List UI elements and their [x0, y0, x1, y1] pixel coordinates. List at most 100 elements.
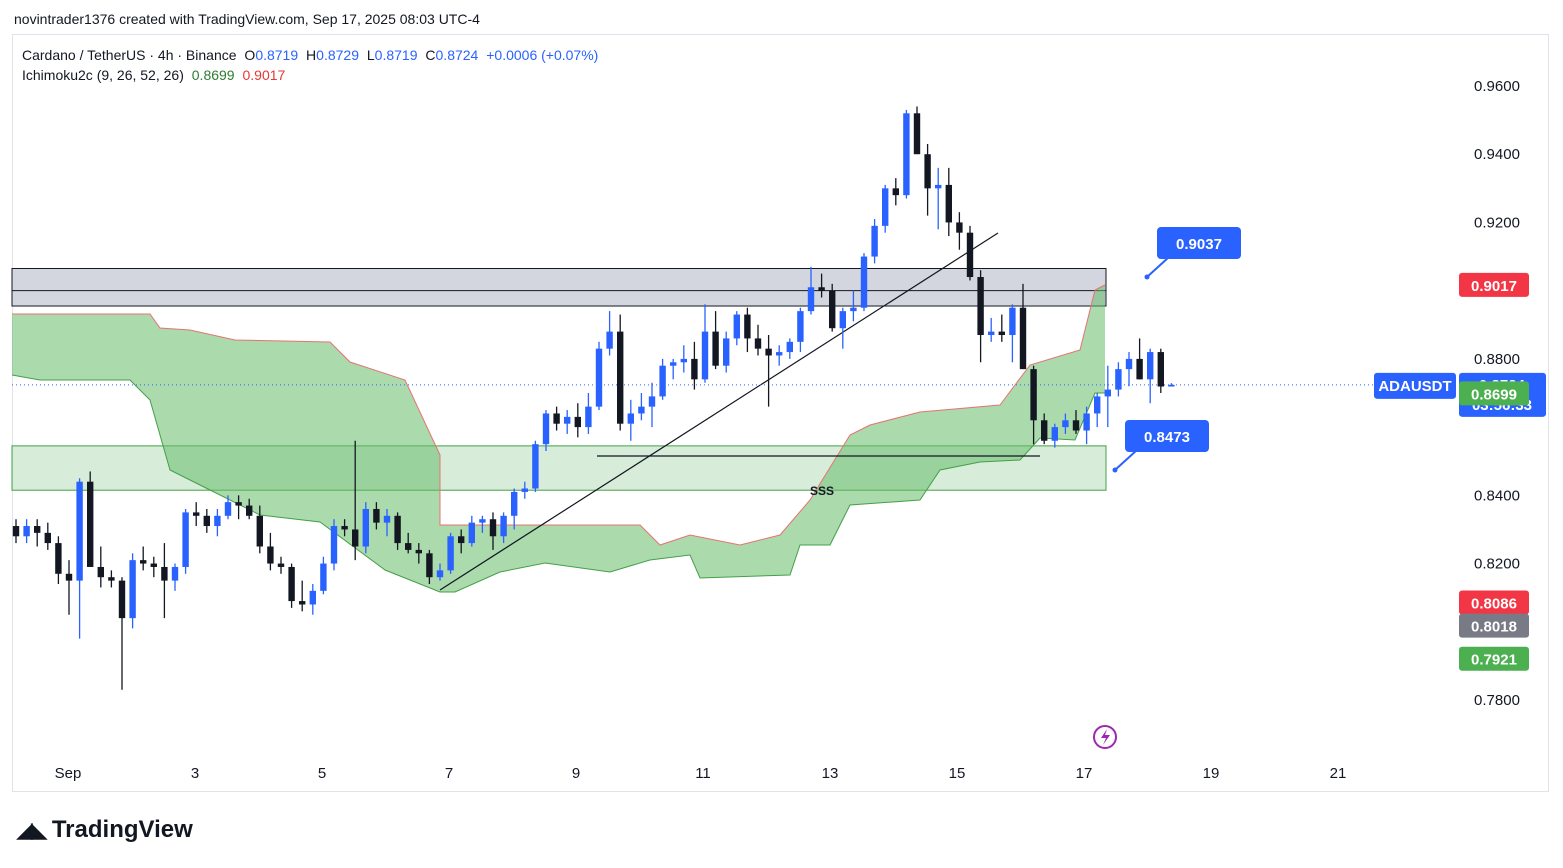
price-tag-box [1459, 613, 1529, 638]
candle [1094, 393, 1101, 428]
x-tick-label: Sep [55, 765, 82, 782]
candle-body [627, 413, 634, 424]
x-tick-label: 17 [1076, 765, 1093, 782]
candle [288, 563, 295, 608]
candle [850, 290, 857, 322]
low-value: 0.8719 [374, 47, 418, 63]
candle-body [829, 290, 836, 329]
candle-body [129, 560, 136, 619]
candle [1168, 383, 1175, 387]
chart-frame[interactable] [12, 34, 1549, 792]
legend-indicator-row: Ichimoku2c (9, 26, 52, 26) 0.8699 0.9017 [22, 65, 602, 85]
candle-body [256, 515, 263, 547]
candle-body [733, 314, 740, 339]
callout-upper-box [1157, 227, 1241, 259]
candle [723, 331, 730, 373]
candle [383, 508, 391, 537]
indicator-label[interactable]: Ichimoku2c (9, 26, 52, 26) [22, 67, 184, 83]
candle [108, 570, 115, 588]
candle-body [511, 491, 518, 516]
callout-lower-label: 0.8473 [1144, 429, 1190, 446]
symbol-tag-label: ADAUSDT [1378, 378, 1451, 395]
candle-body [1094, 396, 1101, 414]
candle-body [776, 352, 783, 356]
candle [670, 358, 677, 380]
cloud-upper-edge [12, 284, 1106, 546]
candle [871, 219, 878, 264]
candle [542, 410, 550, 451]
candle [12, 519, 20, 544]
candle [1062, 413, 1069, 434]
candle-body [171, 566, 179, 581]
candle-body [966, 232, 974, 278]
candle-body [670, 362, 677, 366]
candle-body [945, 184, 952, 223]
candle [532, 440, 539, 492]
candle [193, 502, 200, 527]
candle-body [892, 188, 899, 196]
candle [1083, 406, 1090, 445]
candle-body [723, 338, 730, 366]
callout-upper-pointer [1146, 256, 1170, 278]
candle-body [1157, 352, 1164, 387]
x-tick-label: 21 [1330, 765, 1347, 782]
candle-body [701, 331, 709, 380]
symbol-label[interactable]: Cardano / TetherUS · 4h · Binance [22, 47, 237, 63]
candle-body [458, 536, 465, 544]
change-value: +0.0006 (+0.07%) [486, 47, 599, 63]
candle [267, 532, 274, 571]
candle [839, 307, 846, 349]
close-label: C [425, 47, 436, 63]
candle [1009, 304, 1016, 363]
y-tick-label: 0.8800 [1474, 351, 1520, 368]
y-tick-label: 0.9400 [1474, 146, 1520, 163]
candle-body [648, 396, 656, 407]
candle-body [288, 566, 295, 602]
candle-body [860, 256, 868, 308]
candle-body [44, 532, 51, 544]
ichimoku-cloud [12, 285, 1105, 592]
candle [807, 266, 815, 315]
candle-body [436, 570, 444, 578]
candle [829, 283, 836, 332]
y-tick-label: 0.8200 [1474, 556, 1520, 573]
candle [362, 502, 369, 554]
candle-body [1019, 307, 1027, 370]
candle-body [150, 563, 157, 567]
callout-lower-dot [1112, 467, 1118, 473]
callout-upper: 0.9037 [1144, 227, 1241, 280]
candle-body [542, 413, 550, 445]
x-tick-label: 11 [695, 765, 711, 782]
candle [224, 495, 232, 520]
candle [479, 515, 486, 533]
candle [1072, 410, 1080, 434]
price-tag: 0.9017 [1459, 272, 1529, 297]
candle [394, 512, 401, 550]
brand-name: TradingView [51, 816, 193, 843]
candle-body [882, 188, 889, 226]
candle-body [1072, 420, 1080, 431]
candle [65, 560, 73, 615]
price-tag-label: 0.7921 [1471, 652, 1517, 669]
candle [97, 546, 104, 588]
candle-body [118, 580, 126, 619]
candle-body [553, 413, 560, 424]
tradingview-logo[interactable]: ◢◣ TradingView [16, 816, 193, 844]
candle-body [532, 444, 539, 489]
price-tag-box [1459, 590, 1529, 615]
candle-body [1009, 307, 1016, 336]
candle-body [277, 563, 285, 567]
candle-body [97, 566, 104, 578]
candle [648, 382, 656, 428]
candle [1157, 348, 1164, 393]
callout-upper-label: 0.9037 [1176, 236, 1222, 253]
candle-body [415, 549, 422, 554]
candle [1051, 423, 1058, 448]
candle-body [235, 502, 242, 506]
candle-body [564, 416, 571, 424]
candle-body [224, 502, 232, 516]
candle [140, 546, 147, 571]
candle-body [574, 416, 581, 428]
candle-body [1115, 369, 1122, 390]
